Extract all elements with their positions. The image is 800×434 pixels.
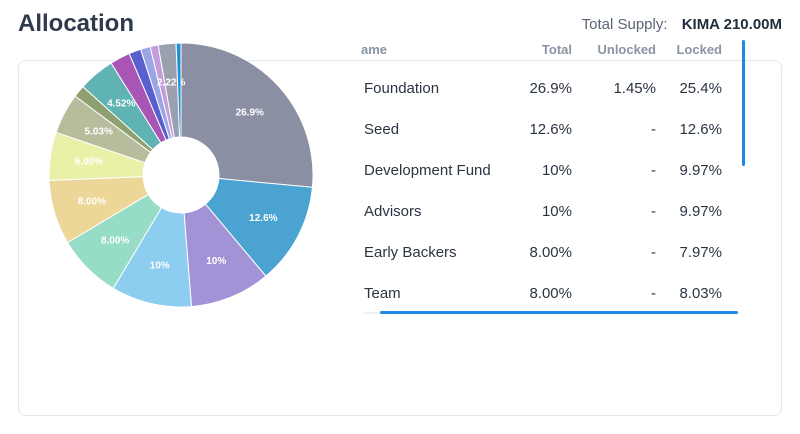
row-locked: 9.97% [679, 162, 722, 179]
row-name: Early Backers [364, 244, 457, 261]
total-supply: Total Supply: KIMA 210.00M [582, 16, 782, 33]
donut-slice-label: 5.03% [85, 127, 113, 138]
col-header-name[interactable]: ame [361, 41, 388, 57]
row-total: 8.00% [529, 285, 572, 302]
allocation-table: ame Total Unlocked Locked Foundation 26.… [358, 30, 738, 320]
table-vertical-scrollbar[interactable] [742, 40, 745, 166]
table-row: Team 8.00% - 8.03% [358, 273, 738, 314]
table-row: Early Backers 8.00% - 7.97% [358, 232, 738, 273]
row-name: Foundation [364, 80, 440, 97]
row-unlocked: - [651, 121, 656, 138]
donut-slice[interactable] [204, 177, 313, 277]
table-row: Foundation 26.9% 1.45% 25.4% [358, 68, 738, 109]
table-row: Development Fund 10% - 9.97% [358, 150, 738, 191]
row-locked: 9.97% [679, 203, 722, 220]
row-unlocked: - [651, 203, 656, 220]
donut-slice-label: 10% [150, 261, 170, 272]
row-unlocked: - [651, 244, 656, 261]
row-locked: 8.03% [679, 285, 722, 302]
row-locked: 25.4% [679, 80, 722, 97]
row-total: 8.00% [529, 244, 572, 261]
row-unlocked: 1.45% [613, 80, 656, 97]
col-header-total[interactable]: Total [541, 41, 572, 57]
table-horizontal-scrollbar[interactable] [380, 311, 738, 314]
row-total: 10% [541, 203, 572, 220]
donut-slice-label: 26.9% [236, 107, 264, 118]
total-supply-label: Total Supply: [581, 16, 668, 33]
donut-svg: 26.9% 12.6% 10% 10% 8.00% 8.00% 6.00% 5.03% 4.52… [48, 42, 314, 308]
total-supply-value: KIMA 210.00M [681, 16, 782, 33]
table-header: ame Total Unlocked Locked [358, 30, 738, 68]
donut-slice-label: 12.6% [249, 213, 277, 224]
donut-slice-label: 2.22% [157, 78, 185, 89]
row-locked: 12.6% [679, 121, 722, 138]
row-total: 26.9% [529, 80, 572, 97]
donut-slice-label: 4.52% [107, 99, 135, 110]
col-header-locked[interactable]: Locked [676, 41, 722, 57]
donut-slice-label: 8.00% [101, 236, 129, 247]
donut-slice[interactable] [180, 42, 314, 188]
allocation-donut-chart: 26.9% 12.6% 10% 10% 8.00% 8.00% 6.00% 5.03% 4.52… [46, 40, 316, 310]
row-locked: 7.97% [679, 244, 722, 261]
donut-slice-label: 6.00% [75, 157, 103, 168]
row-name: Team [364, 285, 401, 302]
table-row: Seed 12.6% - 12.6% [358, 109, 738, 150]
col-header-unlocked[interactable]: Unlocked [597, 41, 656, 57]
donut-slice-label: 8.00% [78, 197, 106, 208]
row-name: Seed [364, 121, 400, 138]
row-name: Advisors [364, 203, 422, 220]
page-title: Allocation [18, 10, 135, 37]
row-total: 12.6% [529, 121, 572, 138]
donut-slice-label: 10% [206, 256, 226, 267]
row-total: 10% [541, 162, 572, 179]
table-row: Advisors 10% - 9.97% [358, 191, 738, 232]
row-unlocked: - [651, 162, 656, 179]
row-name: Development Fund [364, 162, 491, 179]
row-unlocked: - [651, 285, 656, 302]
donut-slice[interactable] [175, 42, 182, 138]
